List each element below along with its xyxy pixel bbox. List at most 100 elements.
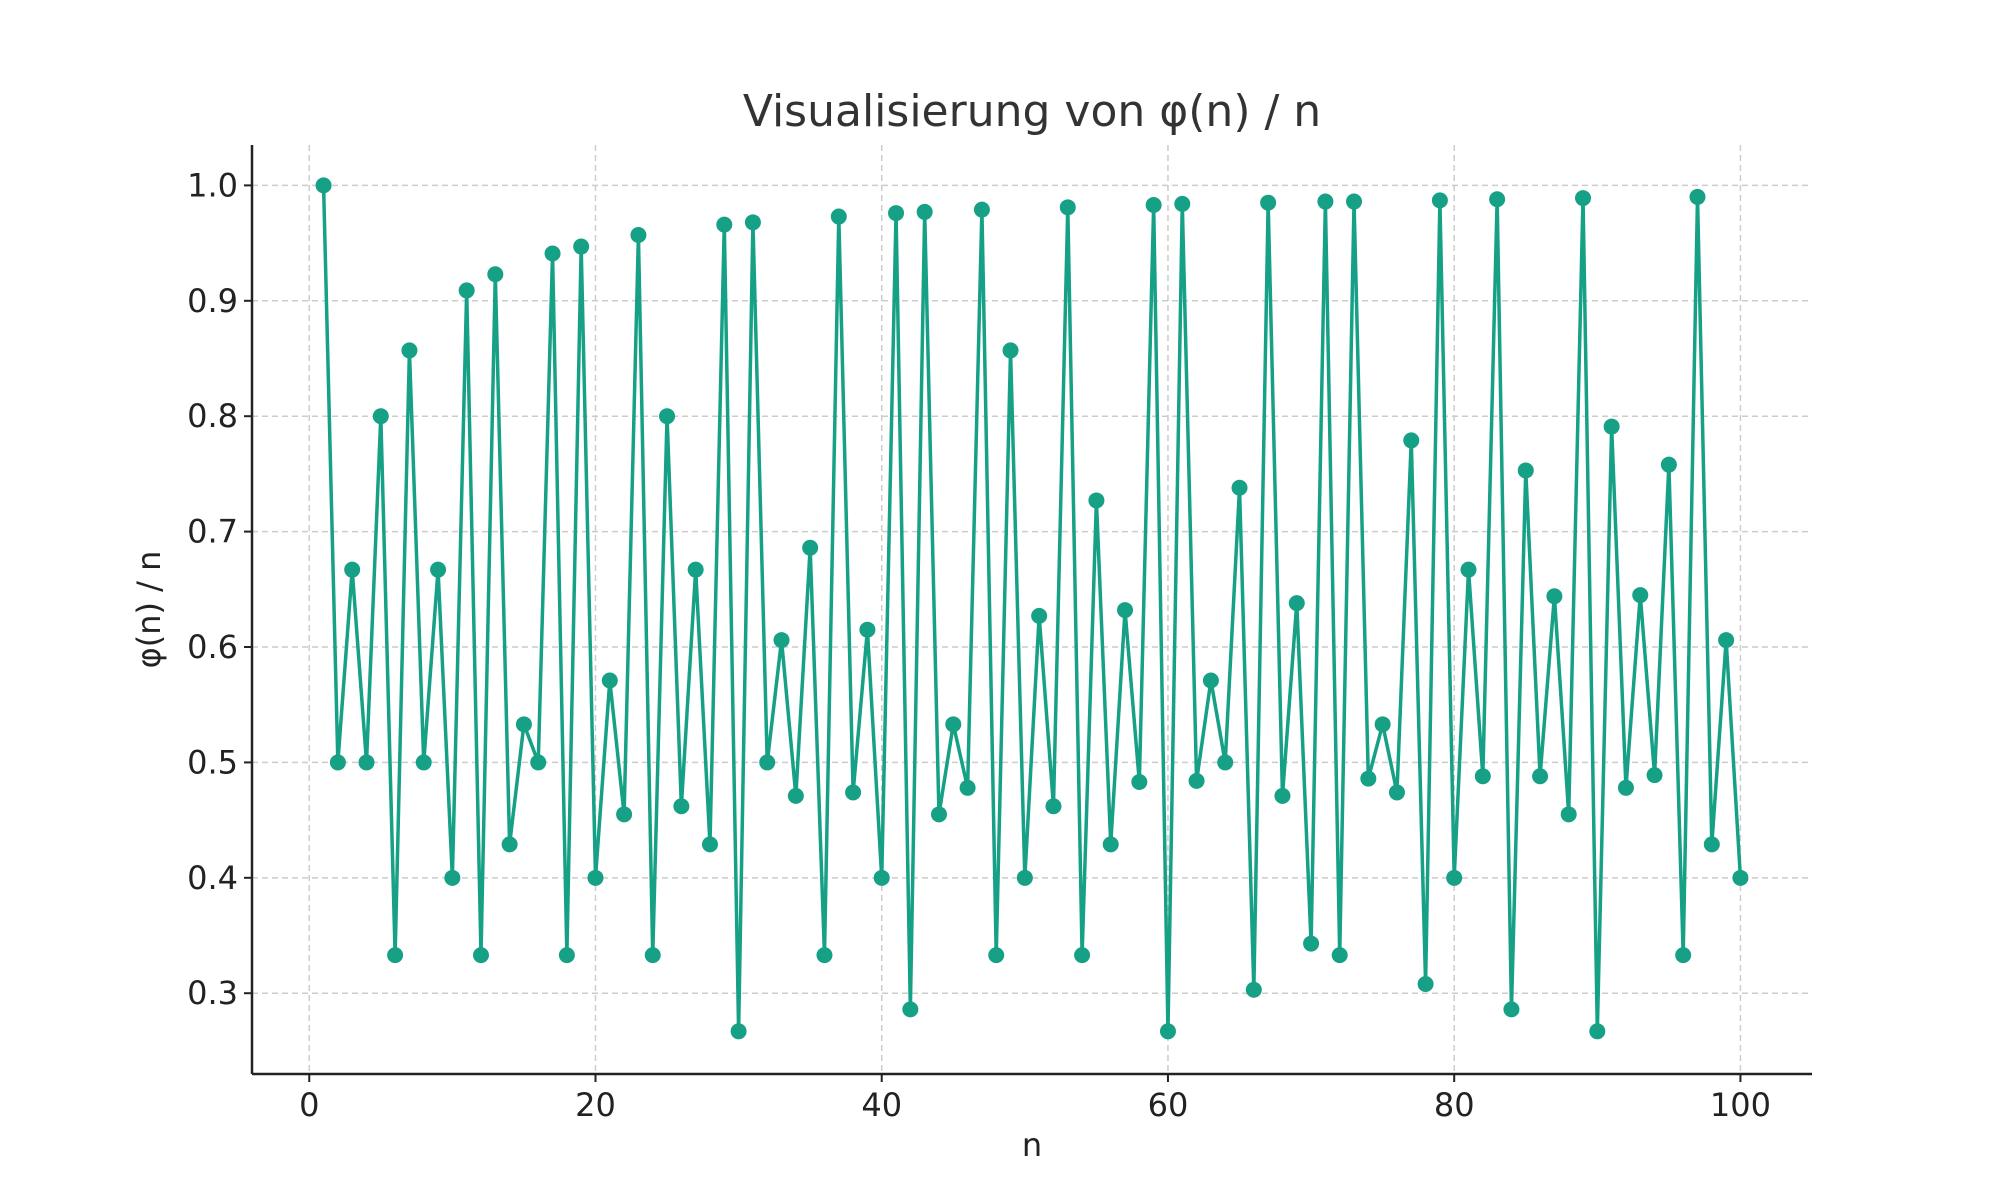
data-point — [430, 561, 447, 578]
data-point — [830, 208, 847, 225]
data-point — [816, 947, 833, 964]
data-point — [988, 947, 1005, 964]
data-point — [1360, 770, 1377, 787]
data-point — [1460, 561, 1477, 578]
data-point — [401, 342, 418, 359]
data-point — [787, 787, 804, 804]
y-tick-label: 0.8 — [187, 397, 238, 435]
data-point — [1231, 479, 1248, 496]
data-point — [1489, 191, 1506, 208]
data-point — [1217, 754, 1234, 771]
data-point — [659, 408, 676, 425]
data-point — [902, 1001, 919, 1018]
data-point — [888, 205, 905, 222]
y-tick-label: 0.6 — [187, 628, 238, 666]
y-tick-label: 0.9 — [187, 282, 238, 320]
data-point — [1131, 774, 1148, 791]
data-point — [1045, 798, 1062, 815]
data-point — [1718, 632, 1735, 649]
data-point — [945, 716, 962, 733]
y-tick-label: 0.3 — [187, 974, 238, 1012]
data-point — [673, 798, 690, 815]
data-point — [1689, 188, 1706, 205]
data-point — [802, 539, 819, 556]
data-point — [1646, 767, 1663, 784]
axes — [250, 145, 1812, 1076]
data-point — [616, 806, 633, 823]
data-point — [415, 754, 432, 771]
data-point — [759, 754, 776, 771]
x-axis-label: n — [1022, 1126, 1042, 1164]
data-point — [1732, 869, 1749, 886]
data-point — [1403, 432, 1420, 449]
data-point — [1346, 193, 1363, 210]
data-point — [1117, 602, 1134, 619]
data-point — [973, 201, 990, 218]
data-point — [1002, 342, 1019, 359]
y-tick-label: 0.7 — [187, 513, 238, 551]
x-tick-label: 20 — [575, 1086, 616, 1124]
grid — [252, 145, 1812, 1074]
data-point — [1703, 836, 1720, 853]
data-point — [1059, 199, 1076, 216]
x-tick-label: 0 — [299, 1086, 319, 1124]
series-line — [321, 185, 1743, 1034]
data-point — [573, 238, 590, 255]
data-point — [644, 947, 661, 964]
tick-labels: 0 20 40 60 80 100 0.3 0.4 0.5 0.6 0.7 0.8 0.9 1.0 — [187, 166, 1771, 1124]
data-point — [344, 561, 361, 578]
data-point — [1174, 195, 1191, 212]
data-point — [1474, 768, 1491, 785]
data-point — [1016, 869, 1033, 886]
data-point — [916, 203, 933, 220]
x-tick-label: 100 — [1710, 1086, 1771, 1124]
data-point — [873, 869, 890, 886]
data-point — [1388, 784, 1405, 801]
data-point — [959, 779, 976, 796]
data-point — [1431, 192, 1448, 209]
y-tick-label: 1.0 — [187, 166, 238, 204]
data-point — [687, 561, 704, 578]
data-point — [515, 716, 532, 733]
data-point — [630, 227, 647, 244]
data-point — [1675, 947, 1692, 964]
data-point — [744, 214, 761, 231]
data-point — [845, 784, 862, 801]
data-point — [1288, 595, 1305, 612]
data-point — [859, 621, 876, 638]
data-point — [1331, 947, 1348, 964]
series — [315, 177, 1749, 1040]
data-point — [1202, 672, 1219, 689]
data-point — [1102, 836, 1119, 853]
y-axis-label: φ(n) / n — [130, 551, 168, 669]
data-point — [1417, 975, 1434, 992]
data-point — [1603, 418, 1620, 435]
y-tick-label: 0.5 — [187, 743, 238, 781]
chart-title: Visualisierung von φ(n) / n — [743, 86, 1321, 137]
x-tick-label: 40 — [861, 1086, 902, 1124]
data-point — [1532, 768, 1549, 785]
data-point — [387, 947, 404, 964]
data-point — [1274, 787, 1291, 804]
data-point — [1589, 1023, 1606, 1040]
data-point — [601, 672, 618, 689]
data-point — [558, 947, 575, 964]
data-point — [701, 836, 718, 853]
data-point — [1303, 935, 1320, 952]
data-point — [530, 754, 547, 771]
data-point — [1560, 806, 1577, 823]
data-point — [1575, 190, 1592, 207]
data-point — [1145, 197, 1162, 214]
data-point — [716, 216, 733, 233]
data-point — [1517, 462, 1534, 479]
data-point — [372, 408, 389, 425]
data-point — [1446, 869, 1463, 886]
x-tick-label: 60 — [1148, 1086, 1189, 1124]
data-point — [773, 632, 790, 649]
data-point — [1617, 779, 1634, 796]
data-point — [1031, 607, 1048, 624]
data-point — [487, 266, 504, 283]
data-point — [1245, 981, 1262, 998]
